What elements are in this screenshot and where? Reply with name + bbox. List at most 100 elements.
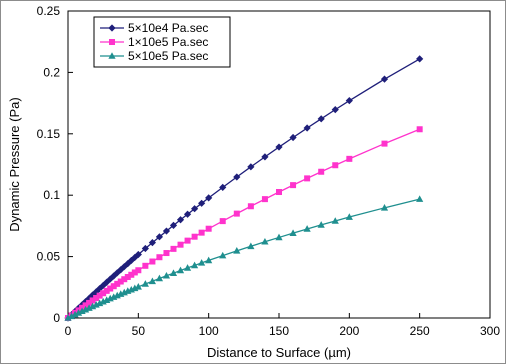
data-point bbox=[128, 271, 135, 278]
data-point bbox=[290, 182, 297, 189]
data-point bbox=[345, 97, 353, 105]
data-point bbox=[416, 195, 424, 202]
data-point bbox=[110, 283, 117, 290]
data-point bbox=[289, 133, 297, 142]
data-point bbox=[332, 162, 339, 169]
data-point bbox=[233, 173, 241, 181]
data-point bbox=[121, 276, 128, 283]
data-point bbox=[289, 229, 297, 236]
data-point bbox=[261, 153, 269, 161]
data-point bbox=[416, 55, 424, 63]
data-point bbox=[261, 196, 268, 203]
data-point bbox=[276, 189, 282, 196]
data-point bbox=[110, 272, 118, 280]
data-point bbox=[162, 271, 171, 279]
data-point bbox=[156, 254, 163, 261]
legend-marker bbox=[108, 24, 116, 32]
data-point bbox=[117, 266, 125, 274]
data-point bbox=[219, 251, 227, 259]
y-tick-label: 0.05 bbox=[37, 250, 61, 264]
data-point bbox=[303, 225, 311, 232]
legend-marker bbox=[108, 52, 116, 59]
data-point bbox=[331, 217, 339, 224]
data-point bbox=[177, 241, 184, 248]
data-point bbox=[184, 237, 191, 244]
data-point bbox=[233, 247, 241, 254]
series-layer bbox=[64, 55, 424, 322]
data-point bbox=[148, 239, 156, 247]
data-point bbox=[169, 269, 178, 276]
data-point bbox=[183, 210, 192, 218]
y-tick-label: 0.2 bbox=[43, 65, 60, 79]
y-tick-label: 0.25 bbox=[37, 4, 61, 18]
legend-label: 5×10e5 Pa.sec bbox=[128, 49, 208, 63]
x-tick-label: 0 bbox=[65, 324, 72, 338]
data-point bbox=[92, 288, 100, 296]
data-point bbox=[191, 233, 198, 240]
data-point bbox=[89, 291, 97, 299]
data-point bbox=[107, 285, 114, 292]
series-line bbox=[67, 198, 420, 319]
data-point bbox=[163, 250, 170, 257]
x-tick-label: 200 bbox=[339, 324, 359, 338]
data-point bbox=[176, 216, 185, 224]
data-point bbox=[233, 210, 240, 217]
x-tick-label: 150 bbox=[269, 324, 289, 338]
data-point bbox=[134, 283, 142, 290]
data-point bbox=[124, 259, 132, 268]
y-tick-label: 0 bbox=[53, 311, 60, 325]
data-point bbox=[191, 261, 199, 269]
data-point bbox=[74, 309, 83, 316]
data-point bbox=[141, 280, 149, 287]
data-point bbox=[380, 204, 389, 211]
legend-label: 5×10e4 Pa.sec bbox=[128, 21, 208, 35]
data-point bbox=[381, 140, 388, 147]
data-point bbox=[93, 294, 100, 301]
data-point bbox=[183, 264, 192, 271]
data-point bbox=[247, 203, 254, 210]
data-point bbox=[198, 229, 205, 236]
data-point bbox=[170, 245, 177, 252]
data-point bbox=[64, 314, 72, 321]
data-point bbox=[124, 273, 131, 280]
x-tick-label: 300 bbox=[480, 324, 500, 338]
data-point bbox=[303, 124, 311, 132]
data-point bbox=[416, 126, 423, 133]
data-point bbox=[247, 242, 255, 250]
x-tick-label: 100 bbox=[199, 324, 219, 338]
series-line bbox=[67, 128, 420, 319]
data-point bbox=[176, 266, 185, 274]
data-point bbox=[198, 199, 206, 207]
data-point bbox=[113, 269, 121, 277]
data-point bbox=[89, 297, 96, 304]
chart-axes: 0 50 100 150 200 250 300 0 0.05 0.1 0.15 0.2 0.25 bbox=[37, 4, 501, 338]
data-point bbox=[114, 280, 121, 287]
data-point bbox=[96, 292, 103, 299]
data-point bbox=[261, 237, 269, 245]
legend-marker bbox=[109, 39, 115, 45]
data-point bbox=[205, 256, 213, 264]
y-tick-label: 0.15 bbox=[37, 127, 61, 141]
data-point bbox=[100, 290, 107, 297]
data-point bbox=[141, 244, 149, 253]
data-point bbox=[380, 75, 389, 83]
data-point bbox=[82, 302, 89, 309]
data-point bbox=[331, 106, 339, 114]
data-point bbox=[155, 233, 164, 241]
data-point bbox=[191, 205, 199, 213]
data-point bbox=[149, 258, 156, 265]
data-point bbox=[247, 163, 255, 171]
y-tick-label: 0.1 bbox=[43, 188, 60, 202]
data-point bbox=[135, 267, 142, 274]
data-point bbox=[86, 299, 93, 306]
x-tick-label: 50 bbox=[132, 324, 146, 338]
x-tick-label: 250 bbox=[410, 324, 430, 338]
data-point bbox=[205, 194, 213, 202]
data-point bbox=[275, 143, 283, 151]
data-point bbox=[198, 259, 206, 266]
data-point bbox=[205, 225, 212, 232]
data-point bbox=[317, 221, 325, 228]
data-point bbox=[318, 168, 325, 175]
legend-label: 1×10e5 Pa.sec bbox=[128, 35, 208, 49]
